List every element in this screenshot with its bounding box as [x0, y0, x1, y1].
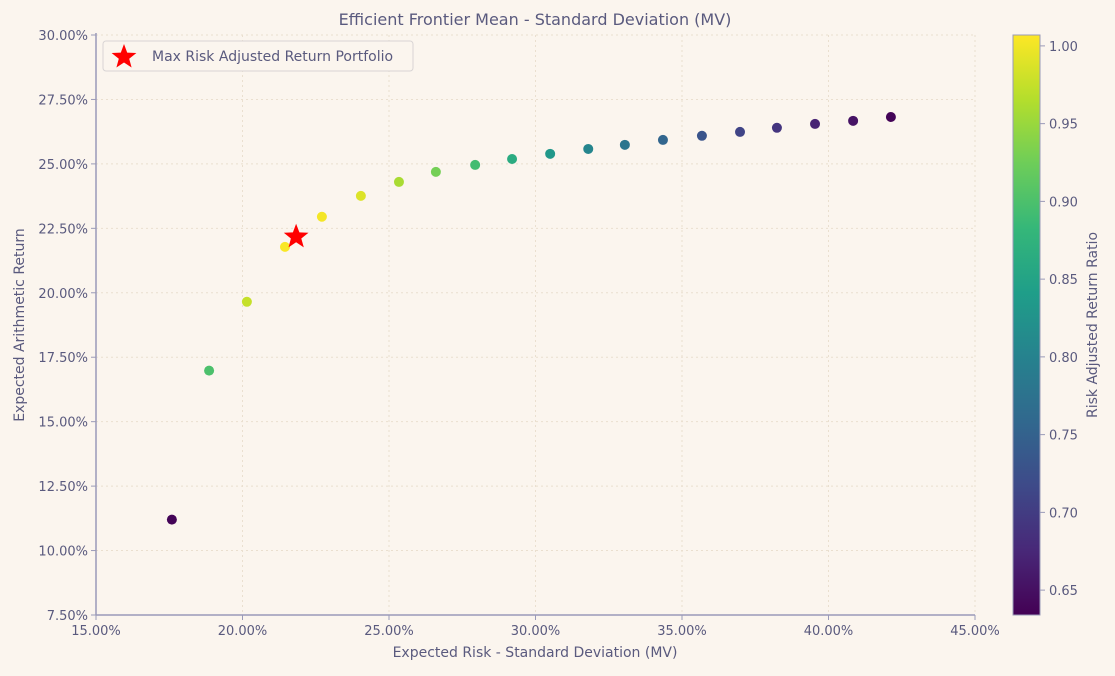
y-tick-label: 17.50%	[38, 351, 88, 366]
legend-star-marker	[111, 44, 137, 68]
x-tick-label: 35.00%	[657, 624, 707, 639]
x-axis-label: Expected Risk - Standard Deviation (MV)	[393, 645, 678, 661]
x-tick-label: 20.00%	[218, 624, 268, 639]
x-tick-label: 25.00%	[364, 624, 414, 639]
colorbar-tick-label: 0.95	[1049, 118, 1078, 133]
legend: Max Risk Adjusted Return Portfolio	[102, 40, 414, 72]
max-risk-adjusted-star	[283, 223, 309, 248]
colorbar-tick-label: 0.80	[1049, 351, 1078, 366]
data-point	[166, 514, 177, 525]
colorbar-tick-label: 0.90	[1049, 195, 1078, 210]
data-point	[393, 176, 404, 187]
y-tick-label: 27.50%	[38, 93, 88, 108]
data-point	[885, 111, 896, 122]
y-tick-label: 7.50%	[47, 609, 88, 624]
x-tick-label: 40.00%	[804, 624, 854, 639]
y-tick-label: 15.00%	[38, 416, 88, 431]
data-point	[619, 139, 630, 150]
colorbar: 0.65 0.70 0.75 0.80 0.85 0.90 0.95 1.00	[1012, 34, 1078, 616]
y-tick-label: 25.00%	[38, 158, 88, 173]
data-point	[241, 296, 252, 307]
data-point	[848, 115, 859, 126]
colorbar-label: Risk Adjusted Return Ratio	[1085, 232, 1101, 418]
x-tick-label: 30.00%	[511, 624, 561, 639]
data-point	[771, 122, 782, 133]
data-point	[696, 130, 707, 141]
colorbar-tick-label: 0.75	[1049, 429, 1078, 444]
data-point	[810, 118, 821, 129]
data-point	[583, 143, 594, 154]
x-tick-label: 15.00%	[71, 624, 121, 639]
chart-title: Efficient Frontier Mean - Standard Devia…	[339, 10, 732, 29]
colorbar-bar	[1012, 34, 1041, 616]
data-point	[355, 190, 366, 201]
colorbar-tick-label: 1.00	[1049, 40, 1078, 55]
data-point	[316, 211, 327, 222]
axes: 15.00% 20.00% 25.00% 30.00% 35.00% 40.00% 45.0…	[38, 29, 999, 639]
y-tick-label: 20.00%	[38, 287, 88, 302]
legend-label: Max Risk Adjusted Return Portfolio	[152, 49, 393, 65]
data-point	[507, 153, 518, 164]
y-tick-label: 22.50%	[38, 222, 88, 237]
colorbar-tick-label: 0.85	[1049, 273, 1078, 288]
y-tick-label: 30.00%	[38, 29, 88, 44]
colorbar-tick-label: 0.65	[1049, 584, 1078, 599]
scatter-points	[166, 111, 896, 525]
x-tick-label: 45.00%	[950, 624, 1000, 639]
y-tick-label: 12.50%	[38, 480, 88, 495]
data-point	[735, 126, 746, 137]
data-point	[279, 241, 290, 252]
data-point	[545, 148, 556, 159]
data-point	[657, 134, 668, 145]
data-point	[470, 159, 481, 170]
colorbar-tick-label: 0.70	[1049, 506, 1078, 521]
y-axis-label: Expected Arithmetic Return	[12, 228, 28, 422]
data-point	[430, 166, 441, 177]
data-point	[204, 365, 215, 376]
y-tick-label: 10.00%	[38, 545, 88, 560]
grid	[95, 34, 976, 616]
